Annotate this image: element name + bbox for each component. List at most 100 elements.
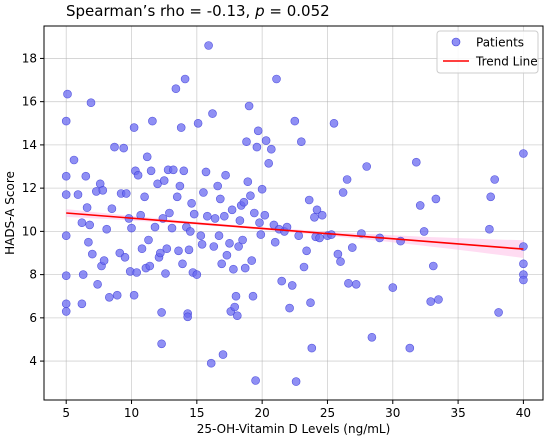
data-point	[251, 376, 260, 385]
data-point	[157, 308, 166, 317]
data-point	[184, 245, 194, 255]
data-point	[310, 213, 319, 222]
data-point	[214, 231, 224, 240]
data-point	[175, 181, 185, 191]
data-point	[415, 201, 425, 210]
data-point	[187, 199, 196, 208]
data-point	[253, 126, 263, 136]
data-point	[244, 101, 254, 111]
data-point	[129, 123, 139, 132]
data-point	[405, 343, 415, 353]
data-point	[98, 186, 108, 195]
data-point	[411, 157, 421, 167]
data-point	[110, 142, 119, 152]
data-point	[127, 223, 136, 233]
data-point	[234, 242, 243, 251]
data-point	[306, 298, 315, 308]
data-point	[246, 191, 255, 200]
data-point	[179, 166, 189, 176]
y-tick-label: 16	[22, 95, 37, 109]
data-point	[77, 218, 87, 227]
data-point	[264, 159, 274, 168]
data-point	[81, 171, 91, 181]
data-point	[129, 290, 139, 300]
trend-line-group	[66, 212, 524, 250]
data-point	[248, 291, 258, 301]
trend-line	[66, 212, 524, 250]
data-point	[61, 231, 71, 240]
data-point	[329, 119, 339, 128]
data-point	[146, 166, 156, 176]
data-point	[122, 189, 131, 198]
data-point	[486, 192, 496, 202]
data-point	[148, 116, 157, 126]
data-point	[107, 204, 117, 213]
data-point	[156, 248, 165, 258]
data-point	[167, 223, 177, 233]
data-point	[144, 235, 153, 245]
data-point	[239, 197, 249, 207]
data-point	[388, 283, 398, 292]
data-point	[172, 192, 182, 202]
data-point	[204, 41, 213, 50]
data-point	[61, 171, 71, 181]
data-point	[428, 261, 438, 271]
data-point	[266, 144, 276, 154]
data-point	[347, 243, 357, 252]
x-tick-label: 10	[124, 406, 139, 420]
data-point	[61, 116, 71, 126]
data-point	[426, 297, 436, 306]
data-point	[112, 290, 122, 300]
data-point	[242, 137, 251, 146]
x-tick-label: 5	[62, 406, 70, 420]
data-point	[208, 109, 217, 118]
data-point	[178, 259, 187, 269]
y-tick-label: 14	[22, 138, 37, 152]
data-point	[119, 143, 128, 153]
data-point	[252, 142, 262, 152]
data-point	[485, 224, 494, 234]
data-point	[120, 252, 130, 262]
data-point	[61, 307, 71, 316]
data-point	[69, 155, 79, 165]
data-point	[351, 279, 361, 289]
data-point	[235, 216, 245, 225]
data-point	[180, 74, 190, 84]
y-axis-ticks: 4 6 8 10 12 14 16 18	[22, 51, 44, 368]
data-point	[342, 175, 352, 184]
data-point	[307, 343, 317, 353]
data-point	[61, 299, 71, 309]
data-point	[225, 239, 234, 248]
data-point	[270, 237, 280, 247]
data-point	[186, 227, 195, 236]
data-point	[142, 152, 152, 162]
data-point	[296, 137, 306, 146]
data-point	[61, 190, 71, 199]
data-point	[255, 218, 264, 227]
data-point	[217, 259, 226, 269]
data-point	[133, 170, 143, 180]
legend-patients-marker	[451, 37, 461, 47]
title-prefix: Spearman’s rho = -0.13,	[66, 2, 255, 20]
data-point	[250, 208, 259, 218]
legend-trend-label: Trend Line	[475, 55, 538, 69]
data-point	[84, 237, 93, 247]
data-point	[174, 246, 183, 256]
data-point	[86, 98, 96, 107]
data-point	[162, 244, 172, 253]
title-suffix: = 0.052	[265, 2, 330, 20]
data-point	[63, 89, 72, 99]
data-point	[302, 246, 311, 256]
data-point	[183, 312, 192, 322]
data-point	[419, 227, 429, 236]
data-point	[157, 339, 166, 349]
data-point	[199, 188, 208, 197]
data-point	[344, 278, 353, 288]
data-point	[159, 176, 169, 185]
data-point	[192, 270, 202, 279]
data-point	[213, 181, 222, 191]
data-point	[367, 332, 377, 342]
data-point	[171, 84, 181, 93]
y-tick-label: 10	[22, 224, 37, 238]
